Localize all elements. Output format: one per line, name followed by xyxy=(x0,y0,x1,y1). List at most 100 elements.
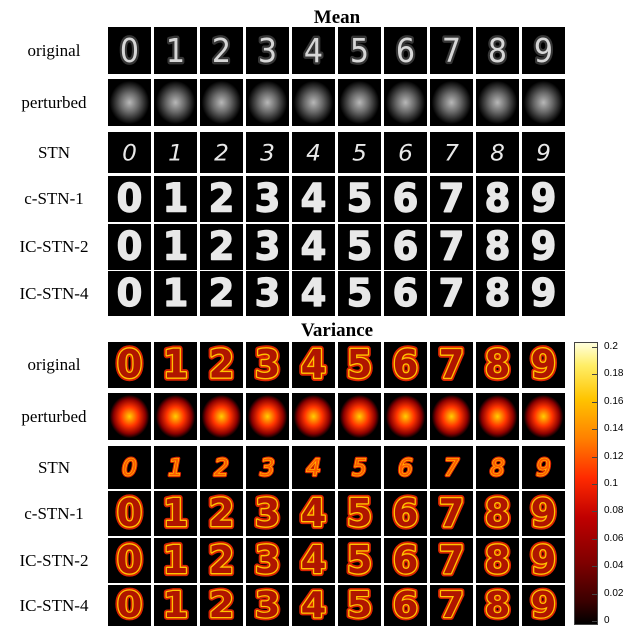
svg-text:1: 1 xyxy=(166,33,185,71)
mean-digit-5-image: 5 xyxy=(338,271,381,316)
svg-text:9: 9 xyxy=(531,224,557,270)
svg-text:5: 5 xyxy=(352,455,367,482)
svg-text:5: 5 xyxy=(352,455,367,482)
mean-digit-5-image xyxy=(338,79,381,126)
svg-text:6: 6 xyxy=(393,491,419,535)
mean-digit-2-image: 2 xyxy=(200,176,243,222)
colorbar-tick-mark xyxy=(592,401,597,403)
svg-text:4: 4 xyxy=(301,491,327,535)
mean-digit-9-image xyxy=(522,79,565,126)
mean-digit-6-image: 6 xyxy=(384,176,427,222)
svg-text:0: 0 xyxy=(117,342,143,388)
mean-row-images: 0 1 2 3 4 5 6 7 8 9 xyxy=(108,132,566,173)
svg-text:4: 4 xyxy=(301,271,327,315)
svg-text:2: 2 xyxy=(214,455,229,482)
mean-digit-9-image: 9 xyxy=(522,271,565,316)
svg-text:7: 7 xyxy=(444,455,459,482)
svg-text:6: 6 xyxy=(393,342,419,388)
svg-text:6: 6 xyxy=(393,176,419,222)
svg-text:0: 0 xyxy=(122,141,137,166)
mean-digit-7-image: 7 xyxy=(430,132,473,173)
svg-text:0: 0 xyxy=(117,271,143,315)
colorbar-tick-label: 0.16 xyxy=(604,395,624,407)
mean-digit-6-image: 6 xyxy=(384,132,427,173)
svg-text:1: 1 xyxy=(163,271,189,315)
svg-text:3: 3 xyxy=(260,455,275,482)
svg-text:5: 5 xyxy=(347,271,373,315)
colorbar-tick-label: 0.04 xyxy=(604,560,624,572)
svg-text:6: 6 xyxy=(396,33,415,71)
svg-text:3: 3 xyxy=(260,455,275,482)
mean-row-label: perturbed xyxy=(21,92,87,112)
svg-text:7: 7 xyxy=(439,342,465,388)
colorbar-tick-mark xyxy=(592,347,597,348)
colorbar-tick-label: 0.14 xyxy=(604,423,624,435)
colorbar-tick-mark xyxy=(592,429,597,431)
mean-row-label: c-STN-1 xyxy=(24,189,84,208)
svg-text:0: 0 xyxy=(120,33,139,71)
svg-text:5: 5 xyxy=(347,491,373,535)
svg-text:4: 4 xyxy=(301,585,327,626)
svg-text:2: 2 xyxy=(209,585,235,626)
svg-text:2: 2 xyxy=(209,491,235,535)
mean-digit-1-image: 1 xyxy=(154,176,197,222)
variance-row-label: original xyxy=(27,355,81,374)
svg-text:9: 9 xyxy=(531,491,557,535)
mean-digit-8-image: 8 xyxy=(476,271,519,316)
svg-text:3: 3 xyxy=(255,271,281,315)
svg-text:0: 0 xyxy=(117,491,143,535)
svg-text:5: 5 xyxy=(347,224,373,270)
svg-text:1: 1 xyxy=(163,176,189,222)
svg-text:1: 1 xyxy=(163,538,189,582)
svg-text:4: 4 xyxy=(306,455,321,482)
svg-text:1: 1 xyxy=(163,342,189,388)
svg-text:2: 2 xyxy=(209,342,235,388)
colorbar-tick-label: 0 xyxy=(604,615,610,626)
colorbar-tick-label: 0.08 xyxy=(604,505,624,517)
svg-text:7: 7 xyxy=(439,491,465,535)
svg-text:1: 1 xyxy=(163,491,189,535)
svg-text:1: 1 xyxy=(168,455,183,482)
svg-text:6: 6 xyxy=(398,141,413,166)
mean-digit-8-image: 8 xyxy=(476,132,519,173)
colorbar-tick-mark xyxy=(592,538,597,540)
colorbar-tick-label: 0.12 xyxy=(604,450,624,462)
svg-text:7: 7 xyxy=(442,33,461,71)
svg-text:5: 5 xyxy=(352,455,367,482)
svg-text:9: 9 xyxy=(531,342,557,388)
mean-digit-2-image xyxy=(200,79,243,126)
svg-text:9: 9 xyxy=(536,455,551,482)
variance-digit-0-image xyxy=(108,393,151,440)
svg-text:7: 7 xyxy=(439,538,465,582)
svg-text:7: 7 xyxy=(442,33,461,71)
colorbar-tick-label: 0.02 xyxy=(604,587,624,599)
svg-text:5: 5 xyxy=(347,585,373,626)
svg-text:2: 2 xyxy=(214,141,229,166)
svg-text:7: 7 xyxy=(439,342,465,388)
svg-text:8: 8 xyxy=(485,538,511,582)
mean-digit-3-image: 3 xyxy=(246,271,289,316)
svg-text:0: 0 xyxy=(117,224,143,270)
svg-text:6: 6 xyxy=(393,538,419,582)
svg-text:1: 1 xyxy=(163,538,189,582)
mean-digit-3-image xyxy=(246,79,289,126)
svg-text:5: 5 xyxy=(347,585,373,626)
variance-row-images xyxy=(108,393,566,440)
svg-text:9: 9 xyxy=(531,585,557,626)
mean-title: Mean xyxy=(313,7,361,28)
